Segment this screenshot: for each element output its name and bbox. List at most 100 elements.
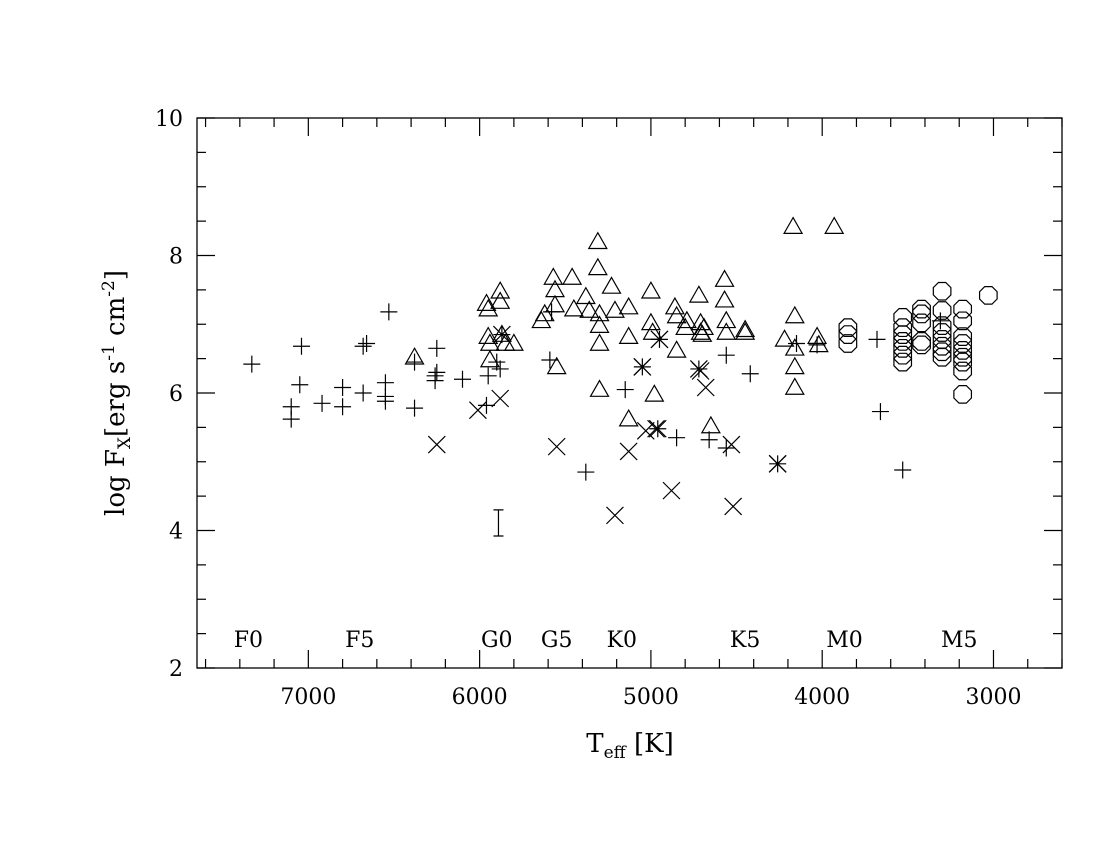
cross-marker bbox=[636, 421, 655, 440]
octagon-marker bbox=[893, 352, 913, 372]
y-tick-label: 10 bbox=[155, 107, 183, 132]
triangle-marker bbox=[503, 333, 524, 351]
plus-marker bbox=[292, 337, 310, 355]
octagon-marker bbox=[912, 332, 931, 351]
triangle-marker bbox=[688, 285, 709, 303]
octagon-marker bbox=[893, 345, 913, 365]
plus-marker bbox=[291, 376, 309, 394]
octagon-marker bbox=[932, 323, 952, 342]
y-tick-label: 8 bbox=[169, 245, 183, 270]
spectral-type-label: G0 bbox=[481, 628, 513, 653]
cross-marker bbox=[662, 481, 681, 500]
y-tick-label: 6 bbox=[169, 382, 183, 407]
plus-marker bbox=[380, 303, 398, 321]
plus-marker bbox=[334, 398, 352, 416]
triangle-marker bbox=[546, 356, 567, 375]
plus-marker bbox=[894, 461, 912, 479]
triangle-marker bbox=[808, 334, 829, 353]
plus-marker bbox=[354, 384, 372, 402]
triangle-marker bbox=[589, 333, 610, 351]
cross-marker bbox=[724, 497, 743, 516]
asterisk-marker bbox=[633, 357, 652, 376]
error-bar bbox=[493, 509, 504, 537]
triangle-marker bbox=[664, 296, 685, 315]
triangle-marker bbox=[807, 326, 828, 344]
octagon-marker bbox=[912, 313, 931, 333]
triangle-marker bbox=[644, 384, 665, 402]
octagon-marker bbox=[953, 341, 973, 360]
octagon-marker bbox=[838, 334, 858, 353]
triangle-marker bbox=[531, 310, 552, 329]
x-axis-label: Teff [K] bbox=[586, 729, 673, 763]
octagon-marker bbox=[893, 325, 913, 344]
plus-marker bbox=[577, 463, 595, 481]
plot-frame bbox=[196, 117, 1063, 669]
triangle-marker bbox=[676, 310, 697, 329]
plus-marker bbox=[868, 330, 886, 348]
cross-marker bbox=[491, 389, 510, 408]
octagon-marker bbox=[912, 299, 931, 319]
octagon-marker bbox=[953, 334, 973, 353]
asterisk-marker bbox=[650, 330, 669, 349]
plus-marker bbox=[717, 439, 735, 457]
plus-marker bbox=[453, 370, 471, 388]
plus-marker bbox=[282, 398, 300, 416]
asterisk-marker bbox=[492, 325, 511, 344]
triangle-marker bbox=[479, 349, 500, 368]
triangle-marker bbox=[784, 305, 805, 324]
axis-tick-labels: 7000 6000 5000 4000 3000 2 4 6 8 10 bbox=[155, 107, 1021, 710]
triangle-marker bbox=[563, 298, 584, 317]
octagon-marker bbox=[953, 352, 973, 372]
triangle-marker bbox=[783, 216, 804, 234]
plus-marker bbox=[477, 396, 495, 414]
octagon-marker bbox=[893, 318, 913, 338]
triangle-marker bbox=[589, 379, 610, 397]
octagon-marker bbox=[932, 342, 952, 362]
plus-marker bbox=[376, 374, 394, 392]
spectral-type-label: K0 bbox=[607, 628, 637, 653]
x-tick-label: 4000 bbox=[794, 685, 850, 710]
triangle-marker bbox=[640, 281, 661, 299]
axis-ticks bbox=[197, 117, 1063, 669]
spectral-type-label: K5 bbox=[730, 628, 760, 653]
triangle-marker bbox=[579, 300, 600, 318]
triangle-marker bbox=[404, 347, 425, 365]
x-tick-label: 6000 bbox=[452, 685, 508, 710]
x-tick-label: 7000 bbox=[280, 685, 336, 710]
cross-marker bbox=[468, 401, 487, 420]
octagon-marker bbox=[932, 347, 952, 367]
triangle-marker bbox=[618, 408, 639, 427]
triangle-marker bbox=[784, 377, 805, 395]
triangle-marker bbox=[562, 267, 583, 285]
plus-marker bbox=[406, 353, 424, 371]
spectral-type-label: F5 bbox=[345, 628, 374, 653]
octagon-marker bbox=[912, 335, 931, 355]
plus-marker bbox=[871, 403, 889, 421]
octagon-marker bbox=[953, 299, 973, 319]
triangle-marker bbox=[675, 317, 696, 336]
triangle-marker bbox=[543, 267, 564, 285]
triangle-marker bbox=[587, 257, 608, 276]
plus-marker bbox=[668, 429, 686, 447]
data-points bbox=[243, 216, 998, 537]
triangle-marker bbox=[714, 269, 735, 287]
triangle-marker bbox=[640, 312, 661, 331]
octagon-marker bbox=[953, 361, 973, 381]
cross-marker bbox=[619, 442, 638, 461]
triangle-marker bbox=[693, 317, 715, 336]
triangle-marker bbox=[589, 303, 610, 322]
asterisk-marker bbox=[648, 419, 667, 438]
octagon-marker bbox=[932, 301, 952, 320]
triangle-marker bbox=[604, 300, 625, 318]
spectral-type-label: F0 bbox=[234, 628, 263, 653]
octagon-marker bbox=[893, 308, 913, 327]
plus-marker bbox=[428, 339, 446, 357]
spectral-type-label: M5 bbox=[941, 628, 978, 653]
y-tick-label: 2 bbox=[169, 657, 183, 682]
asterisk-marker bbox=[768, 454, 787, 473]
spectral-type-label: G5 bbox=[541, 628, 573, 653]
triangle-marker bbox=[618, 326, 639, 344]
plus-marker bbox=[717, 346, 735, 364]
triangle-marker bbox=[666, 340, 687, 358]
